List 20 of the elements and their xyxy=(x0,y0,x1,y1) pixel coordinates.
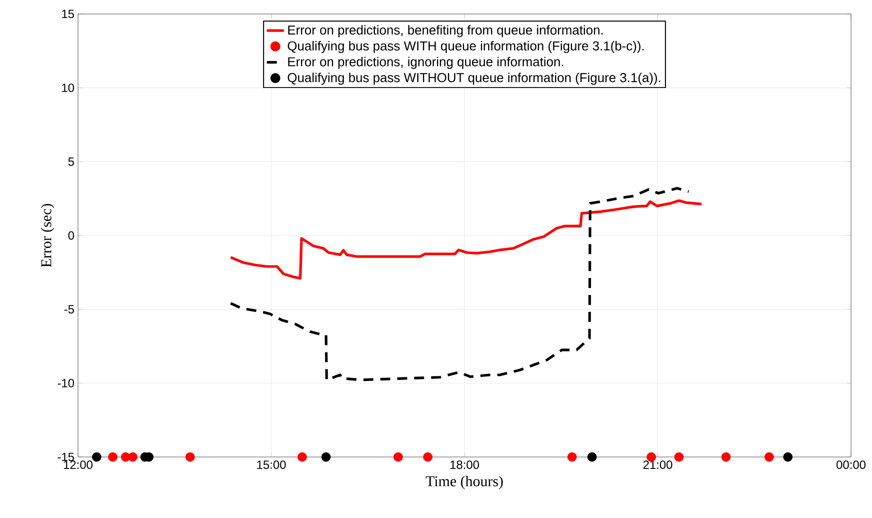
x-tick-label: 00:00 xyxy=(836,460,866,469)
x-tick-label: 18:00 xyxy=(450,460,480,469)
y-tick-label: 10 xyxy=(62,84,74,92)
legend-label: Error on predictions, benefiting from queue information. xyxy=(288,25,603,38)
legend-label: Qualifying bus pass WITHOUT queue information (Figure 3.1(a)). xyxy=(288,72,660,85)
legend-label: Error on predictions, ignoring queue information. xyxy=(288,56,564,69)
y-tick-label: -15 xyxy=(58,452,74,462)
y-tick-label: 5 xyxy=(68,157,74,166)
y-tick-label: 0 xyxy=(68,231,74,240)
line-series xyxy=(229,186,690,382)
x-tick-label: 21:00 xyxy=(643,460,672,469)
y-tick-label: -10 xyxy=(58,378,74,388)
line-series xyxy=(229,199,703,280)
x-axis-title: Time (hours) xyxy=(426,476,503,490)
legend-label: Qualifying bus pass WITH queue information (Figure 3.1(b-c)). xyxy=(288,40,644,54)
y-tick-label: -5 xyxy=(64,305,74,314)
x-tick-label: 15:00 xyxy=(257,460,286,469)
y-axis-title: Error (sec) xyxy=(40,204,54,268)
y-tick-label: 15 xyxy=(62,10,74,18)
x-tick-label: 12:00 xyxy=(64,460,93,469)
